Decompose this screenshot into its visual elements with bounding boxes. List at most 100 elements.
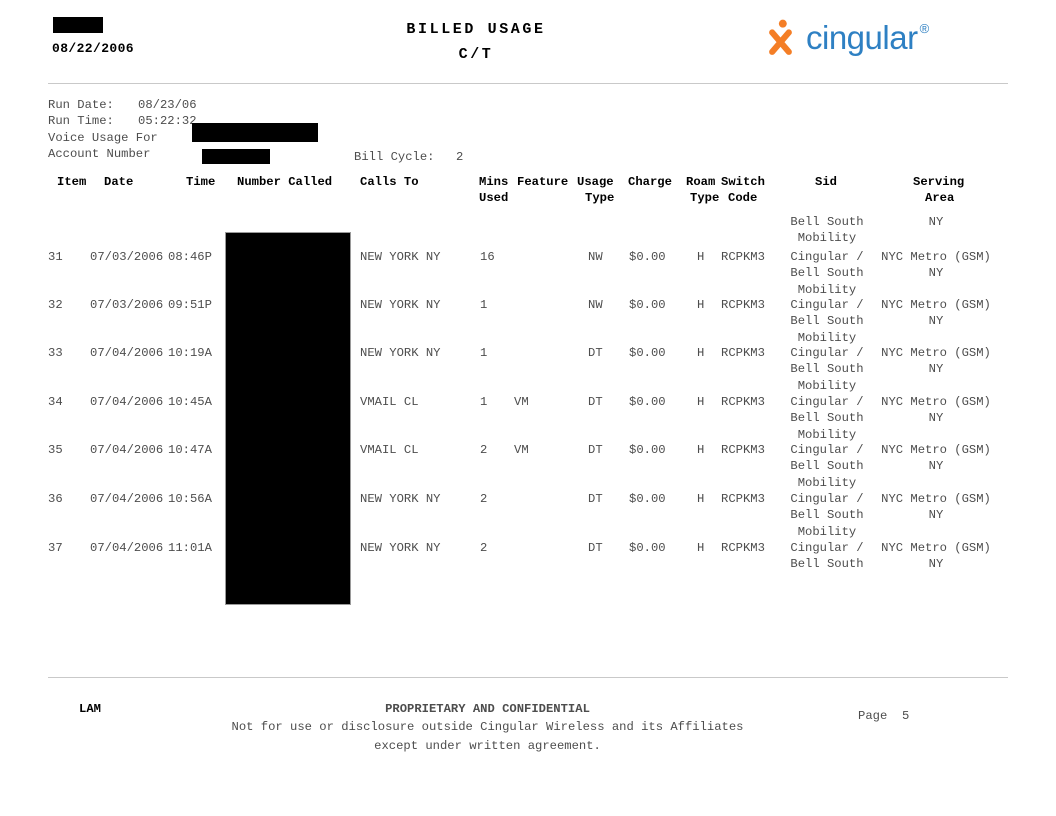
bill-cycle-value: 2 bbox=[456, 150, 464, 164]
sid-cell: Cingular / Bell South Mobility bbox=[790, 395, 864, 442]
serving-area-cell: NYC Metro (GSM) NY bbox=[881, 250, 991, 281]
col-header-used: Used bbox=[479, 191, 509, 206]
mins-used-cell: 1 bbox=[480, 395, 488, 409]
col-header-time: Time bbox=[186, 175, 216, 189]
charge-cell: $0.00 bbox=[629, 443, 666, 457]
charge-cell: $0.00 bbox=[629, 492, 666, 506]
col-header-mins: Mins bbox=[479, 175, 509, 189]
col-header-charge: Charge bbox=[628, 175, 672, 189]
col-header-roam: Roam bbox=[686, 175, 716, 189]
redaction-account-number-box bbox=[202, 149, 270, 164]
roam-type-cell: H bbox=[697, 443, 705, 457]
mins-used-cell: 1 bbox=[480, 298, 488, 312]
col-header-item: Item bbox=[57, 175, 87, 189]
time-cell: 08:46P bbox=[168, 250, 212, 264]
switch-code-cell: RCPKM3 bbox=[721, 492, 765, 506]
page-number-label: Page bbox=[858, 709, 888, 723]
charge-cell: $0.00 bbox=[629, 541, 666, 555]
calls-to-cell: NEW YORK NY bbox=[360, 250, 441, 264]
confidential-title: PROPRIETARY AND CONFIDENTIAL bbox=[385, 702, 590, 716]
serving-area-cell: NYC Metro (GSM) NY bbox=[881, 492, 991, 523]
col-header-serving: Serving bbox=[913, 175, 965, 189]
page-subtitle: C/T bbox=[458, 46, 494, 63]
item-cell: 33 bbox=[48, 346, 63, 360]
mins-used-cell: 2 bbox=[480, 443, 488, 457]
time-cell: 10:47A bbox=[168, 443, 212, 457]
roam-type-cell: H bbox=[697, 492, 705, 506]
calls-to-cell: NEW YORK NY bbox=[360, 492, 441, 506]
roam-type-cell: H bbox=[697, 250, 705, 264]
charge-cell: $0.00 bbox=[629, 395, 666, 409]
confidential-line-2: except under written agreement. bbox=[374, 738, 601, 753]
item-cell: 34 bbox=[48, 395, 63, 409]
date-cell: 07/03/2006 bbox=[90, 298, 164, 312]
registered-trademark-symbol: ® bbox=[919, 21, 930, 36]
header-divider-line bbox=[48, 83, 1008, 84]
calls-to-cell: VMAIL CL bbox=[360, 443, 419, 457]
calls-to-cell: NEW YORK NY bbox=[360, 346, 441, 360]
page-number-value: 5 bbox=[902, 709, 910, 723]
cingular-logo: cingular ® bbox=[762, 18, 929, 58]
date-cell: 07/04/2006 bbox=[90, 346, 164, 360]
sid-cell: Cingular / Bell South Mobility bbox=[790, 443, 864, 490]
mins-used-cell: 1 bbox=[480, 346, 488, 360]
item-cell: 36 bbox=[48, 492, 63, 506]
roam-type-cell: H bbox=[697, 346, 705, 360]
footer-initials: LAM bbox=[79, 702, 101, 716]
run-date-label: Run Date: bbox=[48, 98, 114, 112]
col-header-feature: Feature bbox=[517, 175, 569, 189]
usage-type-cell: DT bbox=[588, 541, 603, 555]
time-cell: 11:01A bbox=[168, 541, 212, 555]
serving-area-cell: NYC Metro (GSM) NY bbox=[881, 443, 991, 474]
switch-code-cell: RCPKM3 bbox=[721, 250, 765, 264]
feature-cell: VM bbox=[514, 443, 529, 457]
col-header-calls-to: Calls To bbox=[360, 175, 419, 189]
usage-type-cell: DT bbox=[588, 346, 603, 360]
col-header-roam-type: Type bbox=[690, 191, 720, 206]
col-header-serving-area: Area bbox=[925, 191, 955, 206]
time-cell: 10:56A bbox=[168, 492, 212, 506]
serving-area-cell: NYC Metro (GSM) NY bbox=[881, 395, 991, 426]
item-cell: 32 bbox=[48, 298, 63, 312]
redaction-phone-number-box bbox=[192, 123, 318, 142]
serving-area-cell: NYC Metro (GSM) NY bbox=[881, 541, 991, 572]
usage-type-cell: DT bbox=[588, 395, 603, 409]
date-cell: 07/04/2006 bbox=[90, 492, 164, 506]
charge-cell: $0.00 bbox=[629, 346, 666, 360]
usage-type-cell: DT bbox=[588, 443, 603, 457]
usage-type-cell: NW bbox=[588, 250, 603, 264]
run-date-value: 08/23/06 bbox=[138, 98, 197, 112]
feature-cell: VM bbox=[514, 395, 529, 409]
roam-type-cell: H bbox=[697, 541, 705, 555]
date-cell: 07/03/2006 bbox=[90, 250, 164, 264]
charge-cell: $0.00 bbox=[629, 250, 666, 264]
sid-cell: Cingular / Bell South bbox=[790, 541, 864, 572]
sid-cell: Bell South Mobility bbox=[790, 215, 864, 246]
redaction-number-called-box bbox=[225, 232, 351, 605]
logo-wordmark: cingular bbox=[806, 19, 918, 56]
switch-code-cell: RCPKM3 bbox=[721, 541, 765, 555]
col-header-usage: Usage bbox=[577, 175, 614, 189]
item-cell: 35 bbox=[48, 443, 63, 457]
col-header-switch: Switch bbox=[721, 175, 765, 189]
switch-code-cell: RCPKM3 bbox=[721, 443, 765, 457]
bill-date: 08/22/2006 bbox=[52, 41, 135, 56]
page-title: BILLED USAGE bbox=[406, 21, 546, 38]
bill-cycle-label: Bill Cycle: bbox=[354, 150, 435, 164]
cingular-jack-icon bbox=[769, 19, 792, 55]
account-number-label: Account Number bbox=[48, 146, 151, 161]
mins-used-cell: 16 bbox=[480, 250, 495, 264]
sid-cell: Cingular / Bell South Mobility bbox=[790, 250, 864, 297]
col-header-usage-type: Type bbox=[585, 191, 615, 206]
run-time-value: 05:22:32 bbox=[138, 114, 197, 129]
run-time-label: Run Time: bbox=[48, 114, 114, 129]
charge-cell: $0.00 bbox=[629, 298, 666, 312]
switch-code-cell: RCPKM3 bbox=[721, 395, 765, 409]
col-header-sid: Sid bbox=[815, 175, 837, 189]
roam-type-cell: H bbox=[697, 298, 705, 312]
voice-usage-for-label: Voice Usage For bbox=[48, 130, 158, 145]
usage-type-cell: NW bbox=[588, 298, 603, 312]
serving-area-cell: NY bbox=[928, 215, 944, 229]
date-cell: 07/04/2006 bbox=[90, 395, 164, 409]
